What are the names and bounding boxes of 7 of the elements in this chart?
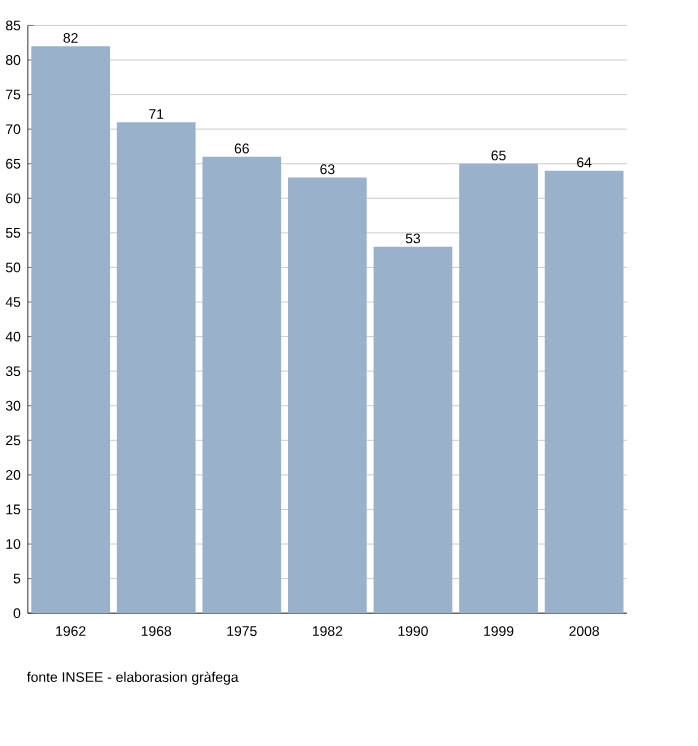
bar [459,163,538,614]
bar [202,156,282,614]
bar [31,46,111,614]
bar [373,246,453,614]
bar [288,177,367,614]
bar [116,122,196,614]
bar [544,170,624,614]
